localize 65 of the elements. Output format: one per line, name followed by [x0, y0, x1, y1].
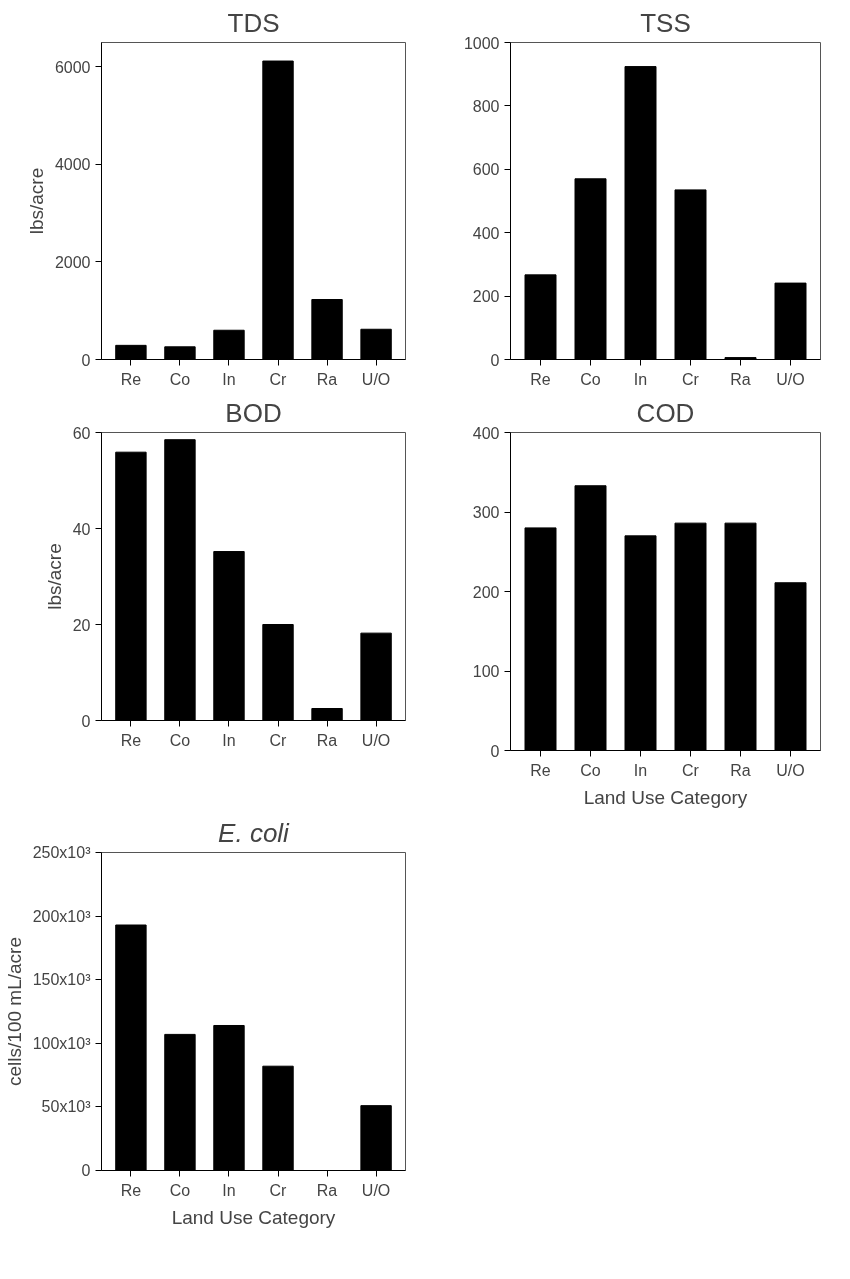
- x-tick-label: Re: [120, 731, 142, 749]
- y-tick-label: 40: [72, 520, 91, 538]
- y-tick-label: 250x10³: [32, 844, 92, 861]
- chart-title: TSS: [640, 7, 691, 38]
- y-tick-label: 0: [81, 1162, 91, 1179]
- x-tick-label: Re: [120, 370, 142, 388]
- y-tick-label: 1000: [463, 34, 500, 52]
- y-tick-label: 60: [72, 424, 91, 442]
- x-tick-label: In: [222, 731, 236, 749]
- y-tick-label: 4000: [54, 156, 91, 174]
- x-tick-label: Cr: [269, 731, 288, 749]
- x-tick-label: Ra: [316, 370, 338, 388]
- x-tick-label: In: [222, 370, 236, 388]
- x-tick-label: U/O: [361, 1181, 391, 1199]
- x-tick-label: U/O: [776, 761, 805, 779]
- y-tick-label: 150x10³: [32, 971, 92, 989]
- y-tick-label: 300: [472, 504, 500, 521]
- x-tick-label: Ra: [316, 731, 338, 749]
- chart-title: COD: [636, 397, 695, 428]
- y-axis-title: lbs/acre: [43, 543, 65, 610]
- y-tick-label: 6000: [54, 58, 91, 76]
- chart-title: BOD: [225, 397, 282, 428]
- y-tick-label: 800: [472, 97, 500, 115]
- y-tick-label: 0: [490, 742, 500, 760]
- x-tick-label: Co: [580, 370, 601, 388]
- x-tick-label: In: [633, 761, 648, 779]
- x-tick-label: U/O: [361, 731, 391, 749]
- x-axis-title: Land Use Category: [171, 1206, 336, 1228]
- y-tick-label: 600: [472, 161, 500, 179]
- x-tick-label: In: [633, 370, 648, 388]
- y-tick-label: 200: [472, 288, 500, 306]
- y-tick-label: 200x10³: [32, 907, 92, 925]
- x-tick-label: Re: [120, 1181, 142, 1199]
- x-tick-label: Re: [530, 370, 551, 388]
- y-tick-label: 100x10³: [32, 1034, 92, 1052]
- x-tick-label: Co: [169, 1181, 191, 1199]
- y-axis-title: cells/100 mL/acre: [3, 937, 25, 1086]
- y-tick-label: 2000: [54, 253, 91, 271]
- x-tick-label: Co: [169, 370, 191, 388]
- x-tick-label: In: [222, 1181, 236, 1199]
- x-tick-label: Co: [580, 761, 601, 779]
- x-tick-label: Cr: [682, 761, 700, 779]
- x-tick-label: Cr: [269, 1181, 288, 1199]
- y-tick-label: 400: [472, 224, 500, 242]
- y-tick-label: 0: [81, 351, 91, 369]
- x-tick-label: Re: [530, 761, 551, 779]
- chart-title: E. coli: [218, 817, 291, 848]
- y-tick-label: 200: [472, 583, 500, 601]
- y-tick-label: 0: [81, 712, 91, 730]
- y-tick-label: 20: [72, 616, 91, 634]
- y-tick-label: 50x10³: [41, 1098, 92, 1116]
- x-tick-label: Co: [169, 731, 191, 749]
- x-tick-label: U/O: [776, 370, 805, 388]
- x-tick-label: Ra: [316, 1181, 338, 1199]
- y-tick-label: 0: [490, 351, 500, 369]
- y-tick-label: 100: [472, 663, 500, 680]
- x-tick-label: Ra: [730, 761, 751, 779]
- x-tick-label: Cr: [269, 370, 288, 388]
- x-tick-label: U/O: [361, 370, 391, 388]
- x-tick-label: Ra: [730, 370, 751, 388]
- y-tick-label: 400: [472, 424, 500, 442]
- x-tick-label: Cr: [682, 370, 700, 388]
- x-axis-title: Land Use Category: [583, 786, 748, 808]
- y-axis-title: lbs/acre: [25, 167, 47, 235]
- chart-title: TDS: [227, 7, 280, 38]
